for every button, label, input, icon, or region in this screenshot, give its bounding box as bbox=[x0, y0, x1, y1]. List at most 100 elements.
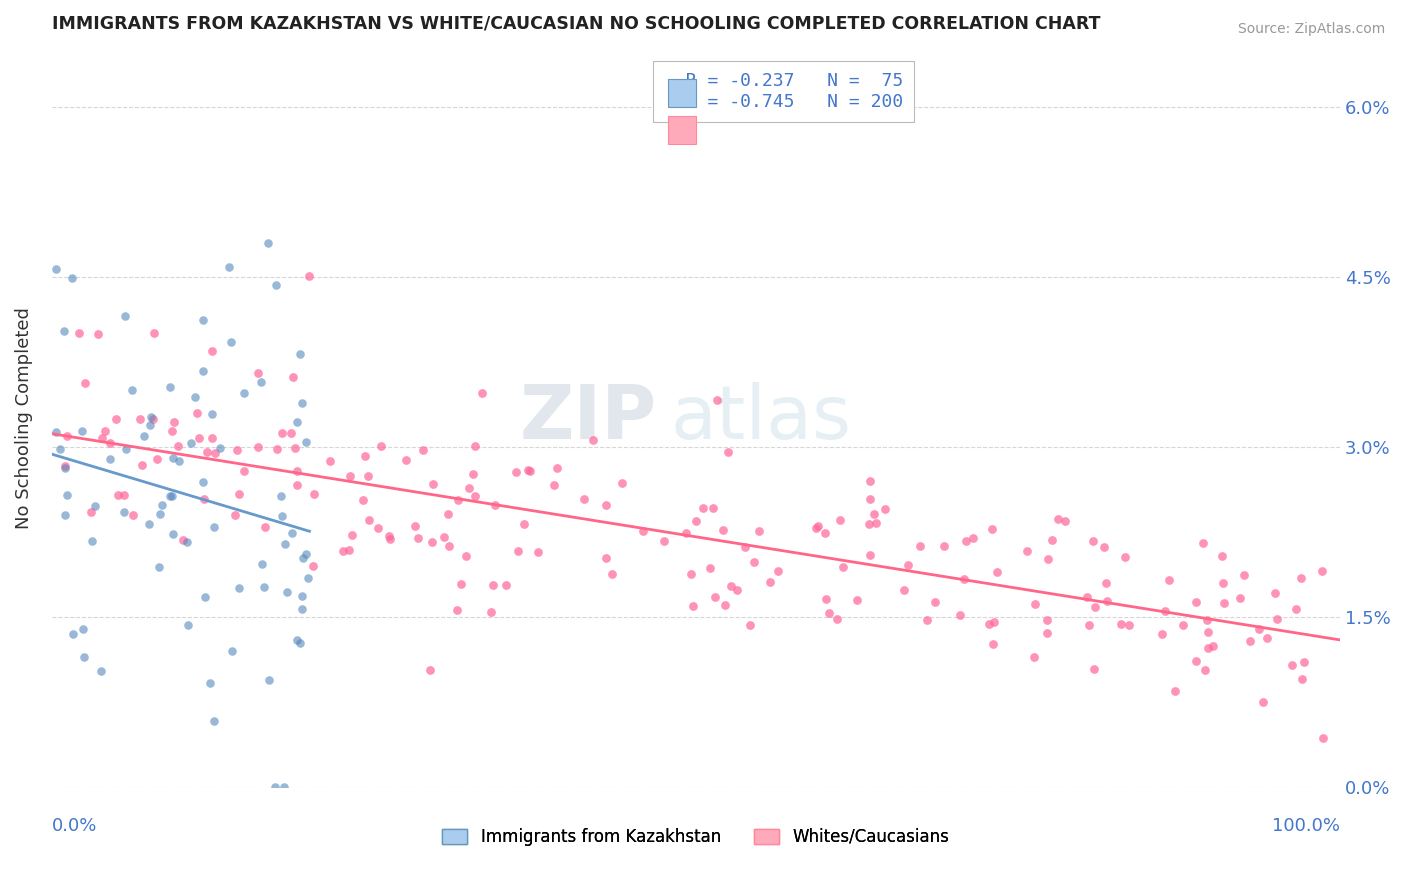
Point bbox=[893, 582, 915, 597]
Point bbox=[62, 626, 84, 640]
Point bbox=[160, 489, 183, 503]
Point bbox=[1040, 533, 1063, 548]
Point bbox=[56, 488, 79, 502]
Point bbox=[112, 487, 135, 501]
Point bbox=[484, 498, 506, 512]
Point bbox=[276, 584, 298, 599]
Point bbox=[370, 439, 392, 453]
Point bbox=[169, 454, 191, 468]
Point bbox=[138, 516, 160, 531]
Point bbox=[858, 517, 880, 532]
Point bbox=[204, 714, 226, 728]
Point bbox=[121, 383, 143, 397]
Point bbox=[1095, 575, 1118, 590]
Point bbox=[295, 434, 318, 449]
Point bbox=[332, 543, 354, 558]
Point bbox=[80, 505, 103, 519]
Point bbox=[257, 235, 280, 250]
Point bbox=[1118, 617, 1140, 632]
Point bbox=[53, 459, 76, 474]
Point bbox=[73, 376, 96, 390]
Point bbox=[513, 517, 536, 532]
Point bbox=[247, 440, 270, 454]
Point bbox=[1233, 567, 1256, 582]
Point bbox=[863, 507, 886, 521]
Point bbox=[702, 500, 724, 515]
Point bbox=[471, 386, 494, 401]
Point bbox=[290, 589, 312, 603]
Point bbox=[298, 268, 321, 283]
Point bbox=[163, 415, 186, 429]
Point bbox=[285, 633, 308, 648]
Point bbox=[983, 615, 1005, 629]
Point bbox=[270, 426, 292, 441]
Point bbox=[1229, 591, 1251, 606]
Point bbox=[1038, 552, 1060, 566]
Point bbox=[142, 326, 165, 340]
Point bbox=[464, 489, 486, 503]
Point bbox=[1083, 534, 1105, 549]
Point bbox=[266, 442, 288, 456]
Point bbox=[495, 578, 517, 592]
Point bbox=[977, 617, 1000, 632]
Point bbox=[94, 425, 117, 439]
Point bbox=[652, 534, 675, 549]
Point bbox=[717, 445, 740, 459]
Point bbox=[319, 454, 342, 468]
Point bbox=[458, 481, 481, 495]
Point bbox=[1171, 617, 1194, 632]
Point bbox=[1084, 599, 1107, 614]
Point bbox=[814, 591, 837, 606]
Point bbox=[422, 477, 444, 491]
Point bbox=[1150, 627, 1173, 641]
Point bbox=[115, 442, 138, 457]
Point bbox=[53, 324, 76, 338]
Text: 100.0%: 100.0% bbox=[1272, 817, 1340, 836]
Point bbox=[1285, 602, 1308, 616]
Point bbox=[297, 571, 319, 585]
Point bbox=[505, 465, 527, 479]
Point bbox=[464, 439, 486, 453]
Point bbox=[766, 564, 789, 578]
Point bbox=[1310, 564, 1333, 578]
Point bbox=[1164, 684, 1187, 698]
Point bbox=[953, 572, 976, 586]
Point bbox=[302, 487, 325, 501]
Text: IMMIGRANTS FROM KAZAKHSTAN VS WHITE/CAUCASIAN NO SCHOOLING COMPLETED CORRELATION: IMMIGRANTS FROM KAZAKHSTAN VS WHITE/CAUC… bbox=[52, 15, 1101, 33]
Point bbox=[179, 436, 201, 450]
Point bbox=[291, 551, 314, 566]
Point bbox=[204, 446, 226, 460]
Point bbox=[60, 271, 83, 285]
Point bbox=[738, 617, 761, 632]
Point bbox=[285, 415, 308, 429]
Point bbox=[412, 442, 434, 457]
Point bbox=[191, 475, 214, 490]
Point bbox=[1211, 549, 1233, 563]
Point bbox=[711, 523, 734, 537]
Point bbox=[595, 498, 617, 512]
Point bbox=[83, 499, 105, 513]
Point bbox=[131, 458, 153, 473]
Point bbox=[224, 508, 246, 523]
Point bbox=[159, 490, 181, 504]
Point bbox=[519, 463, 541, 477]
Text: Source: ZipAtlas.com: Source: ZipAtlas.com bbox=[1237, 22, 1385, 37]
Point bbox=[1198, 640, 1220, 655]
Point bbox=[865, 516, 887, 531]
Point bbox=[437, 540, 460, 554]
Point bbox=[218, 260, 240, 274]
Point bbox=[574, 492, 596, 507]
Point bbox=[274, 537, 297, 551]
Point bbox=[201, 407, 224, 421]
Point bbox=[194, 590, 217, 604]
Point bbox=[295, 547, 318, 561]
Point bbox=[285, 477, 308, 491]
Point bbox=[692, 501, 714, 516]
Point bbox=[288, 636, 311, 650]
Point bbox=[100, 451, 122, 466]
Point bbox=[45, 425, 67, 440]
Point bbox=[818, 606, 841, 620]
Point bbox=[1194, 663, 1216, 677]
Point bbox=[962, 531, 984, 545]
Point bbox=[595, 551, 617, 566]
